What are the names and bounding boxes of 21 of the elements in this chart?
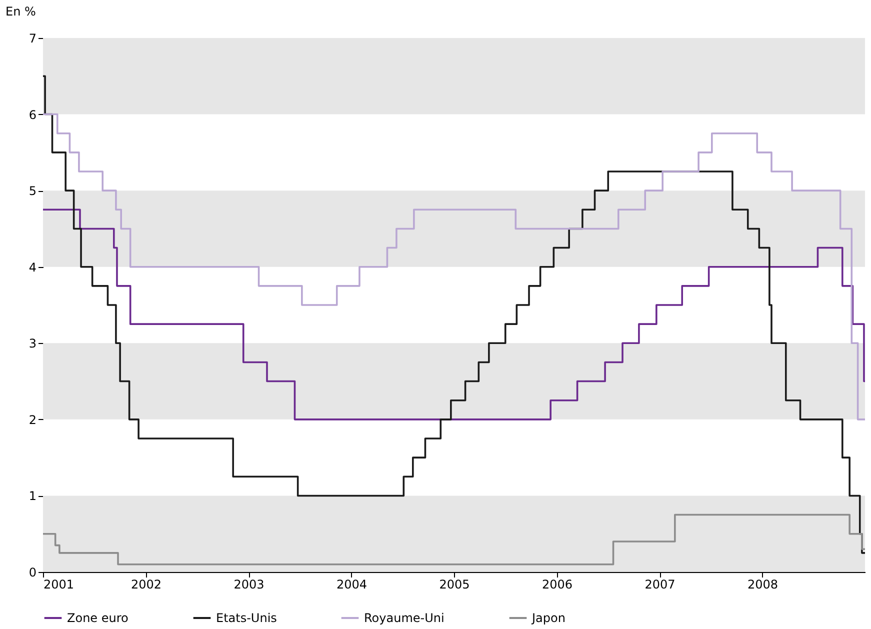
- y-tick-label: 0: [28, 566, 36, 580]
- y-tick-label: 2: [28, 412, 36, 427]
- y-axis-title: En %: [6, 4, 36, 18]
- y-tick-label: 5: [28, 184, 36, 198]
- legend-label: Japon: [531, 611, 566, 625]
- x-tick-label: 2001: [44, 578, 74, 592]
- y-tick-label: 4: [28, 260, 36, 274]
- x-tick-label: 2007: [644, 578, 676, 592]
- x-tick-label: 2004: [336, 578, 368, 592]
- legend-label: Etats-Unis: [216, 611, 277, 625]
- legend-label: Zone euro: [67, 611, 128, 625]
- x-tick-label: 2008: [747, 578, 778, 592]
- x-tick-label: 2003: [234, 578, 264, 592]
- y-tick-label: 3: [28, 336, 36, 351]
- y-tick-label: 7: [28, 32, 36, 46]
- x-tick-label: 2006: [542, 578, 573, 592]
- y-tick-label: 6: [28, 108, 36, 122]
- x-tick-label: 2005: [439, 578, 470, 592]
- x-tick-label: 2002: [130, 578, 162, 592]
- y-tick-label: 1: [28, 489, 36, 504]
- legend-label: Royaume-Uni: [364, 611, 444, 625]
